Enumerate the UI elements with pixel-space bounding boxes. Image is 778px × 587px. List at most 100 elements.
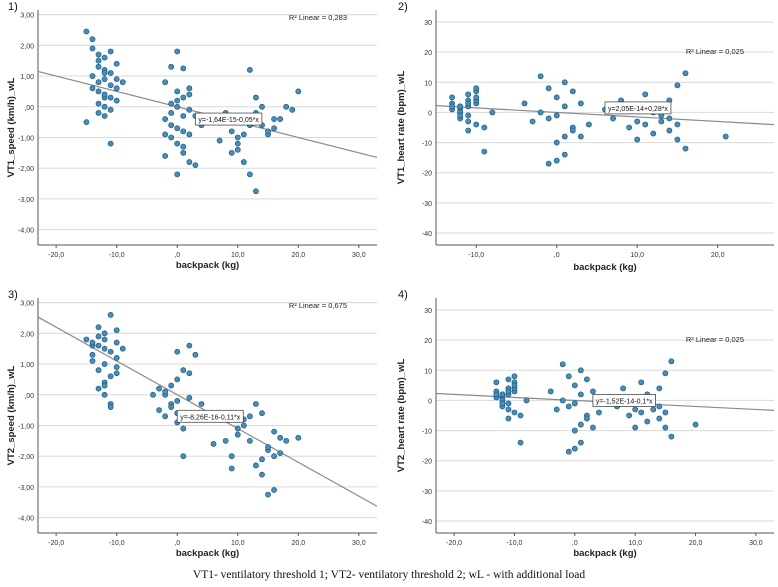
data-point bbox=[119, 345, 126, 352]
data-point bbox=[634, 136, 641, 143]
data-point bbox=[180, 128, 187, 135]
x-tick-label: -20,0 bbox=[48, 252, 64, 259]
data-point bbox=[228, 128, 235, 135]
y-tick-label: -30 bbox=[422, 489, 432, 496]
data-point bbox=[656, 403, 663, 410]
data-point bbox=[95, 100, 102, 107]
data-point bbox=[656, 385, 663, 392]
data-point bbox=[180, 425, 187, 432]
data-point bbox=[101, 91, 108, 98]
data-point bbox=[95, 57, 102, 64]
data-point bbox=[642, 121, 649, 128]
y-tick-label: -4,00 bbox=[18, 516, 34, 523]
y-tick-label: -10 bbox=[422, 141, 432, 148]
data-point bbox=[101, 391, 108, 398]
data-point bbox=[583, 376, 590, 383]
data-point bbox=[666, 115, 673, 122]
data-point bbox=[295, 88, 302, 95]
x-tick-label: 20,0 bbox=[291, 252, 305, 259]
data-point bbox=[113, 370, 120, 377]
data-point bbox=[101, 113, 108, 119]
data-point bbox=[89, 351, 96, 358]
data-point bbox=[186, 394, 193, 401]
data-point bbox=[95, 333, 102, 340]
data-point bbox=[271, 453, 277, 460]
data-point bbox=[168, 404, 175, 410]
data-point bbox=[465, 91, 472, 98]
chart-panel-3: 3,00 2,00 1,00 ,00 -1,00 -2,00 -3,00 -4,00 -20,0… bbox=[6, 289, 378, 559]
data-point bbox=[473, 94, 480, 101]
data-point bbox=[83, 28, 90, 35]
data-point bbox=[107, 82, 114, 89]
data-point bbox=[650, 406, 657, 413]
data-point bbox=[222, 437, 229, 444]
data-point bbox=[113, 327, 120, 334]
data-point bbox=[571, 427, 578, 434]
x-axis-title: backpack (kg) bbox=[573, 548, 636, 559]
data-point bbox=[180, 453, 187, 460]
y-tick-label: -2,00 bbox=[18, 454, 34, 461]
data-point bbox=[634, 118, 641, 125]
equation-label: y=-1,52E-14-0,1*x bbox=[596, 398, 653, 405]
data-point bbox=[265, 128, 271, 135]
data-point bbox=[259, 103, 265, 110]
data-point bbox=[234, 134, 241, 141]
data-point bbox=[465, 127, 472, 134]
panel-number: 3) bbox=[8, 289, 18, 301]
data-point bbox=[101, 76, 108, 83]
data-point bbox=[228, 149, 235, 156]
data-point bbox=[253, 401, 259, 407]
data-point bbox=[511, 373, 518, 380]
data-point bbox=[101, 336, 108, 343]
x-tick-label: -10,0 bbox=[506, 540, 522, 547]
data-point bbox=[89, 73, 96, 79]
data-point bbox=[113, 76, 120, 83]
data-point bbox=[234, 425, 241, 432]
data-point bbox=[156, 407, 162, 414]
data-point bbox=[577, 100, 584, 107]
data-point bbox=[277, 434, 284, 441]
data-point bbox=[168, 122, 175, 129]
data-point bbox=[83, 119, 90, 126]
data-point bbox=[265, 444, 271, 450]
data-point bbox=[95, 324, 102, 331]
data-point bbox=[553, 94, 560, 101]
x-tick-label: 20,0 bbox=[711, 252, 725, 259]
data-point bbox=[228, 465, 235, 472]
data-point bbox=[162, 388, 169, 395]
y-tick-label: 3,00 bbox=[20, 301, 34, 308]
x-tick-label: ,0 bbox=[174, 540, 180, 547]
data-point bbox=[156, 385, 162, 392]
y-tick-label: 2,00 bbox=[20, 43, 34, 50]
data-point bbox=[656, 415, 663, 422]
data-point bbox=[174, 97, 181, 104]
data-point bbox=[505, 388, 512, 395]
y-tick-label: -3,00 bbox=[18, 197, 34, 204]
data-point bbox=[107, 140, 114, 147]
data-point bbox=[449, 103, 455, 110]
equation-box bbox=[176, 409, 244, 423]
data-point bbox=[493, 379, 500, 386]
data-point bbox=[240, 159, 247, 165]
data-point bbox=[186, 370, 193, 377]
data-point bbox=[674, 82, 681, 89]
data-point bbox=[586, 121, 592, 128]
data-point bbox=[240, 131, 247, 138]
data-point bbox=[473, 85, 480, 92]
data-point bbox=[271, 116, 277, 122]
data-point bbox=[107, 94, 114, 101]
data-point bbox=[537, 73, 544, 80]
data-point bbox=[240, 422, 247, 429]
equation-label: y=2,05E-14+0,28*x bbox=[608, 106, 668, 113]
data-point bbox=[234, 431, 241, 438]
data-point bbox=[168, 63, 175, 70]
y-tick-label: -40 bbox=[422, 231, 432, 238]
y-tick-label: -10 bbox=[422, 429, 432, 436]
data-point bbox=[259, 471, 265, 478]
data-point bbox=[565, 373, 572, 380]
data-point bbox=[210, 441, 217, 447]
data-point bbox=[545, 160, 552, 167]
data-point bbox=[83, 336, 90, 343]
x-tick-label: -10,0 bbox=[109, 540, 125, 547]
data-point bbox=[234, 140, 241, 147]
